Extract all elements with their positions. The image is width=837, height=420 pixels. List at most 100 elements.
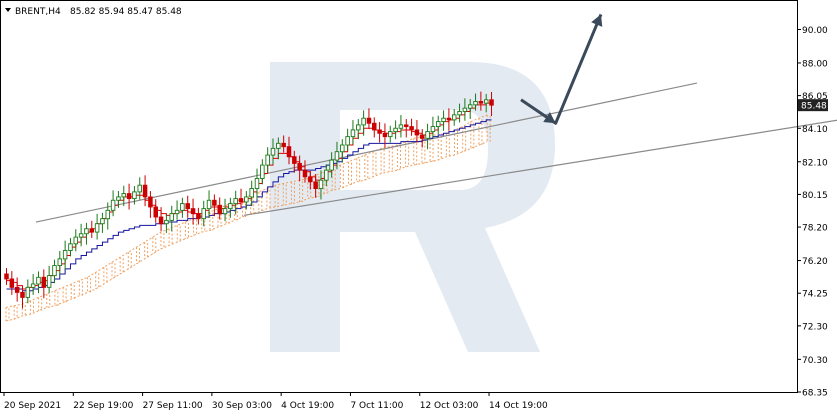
candle <box>201 200 206 227</box>
candle <box>238 188 244 208</box>
candle <box>100 212 105 233</box>
candle <box>302 160 308 183</box>
candle <box>260 159 265 185</box>
candle <box>457 103 462 123</box>
forecast-arrow <box>520 13 603 125</box>
candle <box>158 207 164 232</box>
watermark-logo <box>270 62 555 352</box>
kijun-line <box>6 119 492 292</box>
price-tick-label: 72.30 <box>802 322 828 332</box>
candle <box>281 135 286 153</box>
candle <box>489 91 494 117</box>
candle <box>467 98 473 120</box>
candle <box>324 164 329 187</box>
candle <box>345 128 350 151</box>
candle <box>228 197 233 218</box>
candle <box>41 269 47 299</box>
candle <box>62 240 68 270</box>
candle <box>356 119 361 140</box>
candle <box>308 170 313 190</box>
candle <box>14 277 20 302</box>
candle <box>78 223 84 247</box>
candle <box>265 147 270 173</box>
candle <box>169 205 174 232</box>
price-tick-label: 82.10 <box>802 158 828 168</box>
candle <box>340 139 345 163</box>
candle <box>164 214 169 233</box>
candle <box>116 191 121 208</box>
candle <box>441 110 446 131</box>
candle <box>217 197 222 220</box>
candle <box>9 271 15 295</box>
candle <box>276 137 281 160</box>
candle <box>4 268 9 285</box>
candle <box>313 173 318 198</box>
time-tick-label: 22 Sep 19:00 <box>73 401 133 411</box>
current-price-badge: 85.48 <box>798 99 828 112</box>
tenkan-line <box>6 102 493 290</box>
candle <box>404 119 409 138</box>
candle <box>329 152 334 178</box>
candle <box>483 93 489 113</box>
candle <box>110 190 116 217</box>
candle <box>132 186 137 205</box>
candle <box>382 123 388 148</box>
candle <box>398 115 404 138</box>
candle <box>409 118 414 136</box>
candle <box>20 286 25 309</box>
candle <box>222 198 228 222</box>
time-tick-label: 20 Sep 2021 <box>4 401 61 411</box>
candle <box>451 109 457 126</box>
candle <box>126 183 132 210</box>
price-tick-label: 90.00 <box>802 26 828 36</box>
candle <box>190 198 196 225</box>
forecast-path <box>520 13 603 125</box>
time-tick-label: 4 Oct 19:00 <box>281 401 334 411</box>
price-axis: 68.35 70.30 72.30 74.25 76.20 78.20 80.15 82.10… <box>797 26 828 399</box>
candle <box>249 180 254 207</box>
candle <box>73 229 79 252</box>
time-tick-label: 7 Oct 11:00 <box>350 401 403 411</box>
candle <box>180 197 185 218</box>
kijun-series <box>6 119 492 292</box>
candle <box>393 120 398 140</box>
candle <box>46 265 52 294</box>
candle <box>30 274 36 295</box>
candle <box>174 200 180 220</box>
price-tick-label: 74.25 <box>802 290 828 300</box>
candle <box>105 202 111 230</box>
forecast-arrowhead-up <box>591 14 603 27</box>
candle <box>430 116 436 138</box>
candle <box>137 177 142 200</box>
candle <box>388 125 393 143</box>
candle <box>206 190 212 218</box>
candle <box>254 168 260 200</box>
ohlc-values: 85.82 85.94 85.47 85.48 <box>70 7 182 17</box>
candle <box>270 138 276 165</box>
tenkan-series <box>6 102 493 290</box>
price-tick-label: 80.15 <box>802 191 828 201</box>
candle <box>318 170 324 200</box>
candle <box>462 98 468 121</box>
chart-header: BRENT,H4 85.82 85.94 85.47 85.48 <box>5 7 182 17</box>
candle <box>196 207 201 225</box>
time-axis: 20 Sep 2021 22 Sep 19:00 27 Sep 11:00 30 Se… <box>3 392 548 411</box>
candle <box>212 194 217 217</box>
chevron-down-icon[interactable] <box>5 8 11 12</box>
time-tick-label: 14 Oct 19:00 <box>489 401 548 411</box>
time-tick-label: 30 Sep 03:00 <box>212 401 272 411</box>
time-tick-label: 12 Oct 03:00 <box>420 401 479 411</box>
candle <box>419 129 425 148</box>
candle <box>334 141 340 170</box>
channel-lower-line <box>243 119 837 216</box>
candle <box>350 120 356 145</box>
candles <box>4 91 494 309</box>
channel-upper-line <box>35 82 698 223</box>
candle <box>94 213 100 240</box>
candle <box>52 259 57 284</box>
candle <box>89 220 95 238</box>
price-tick-label: 88.00 <box>802 59 828 69</box>
time-tick-label: 27 Sep 11:00 <box>143 401 203 411</box>
